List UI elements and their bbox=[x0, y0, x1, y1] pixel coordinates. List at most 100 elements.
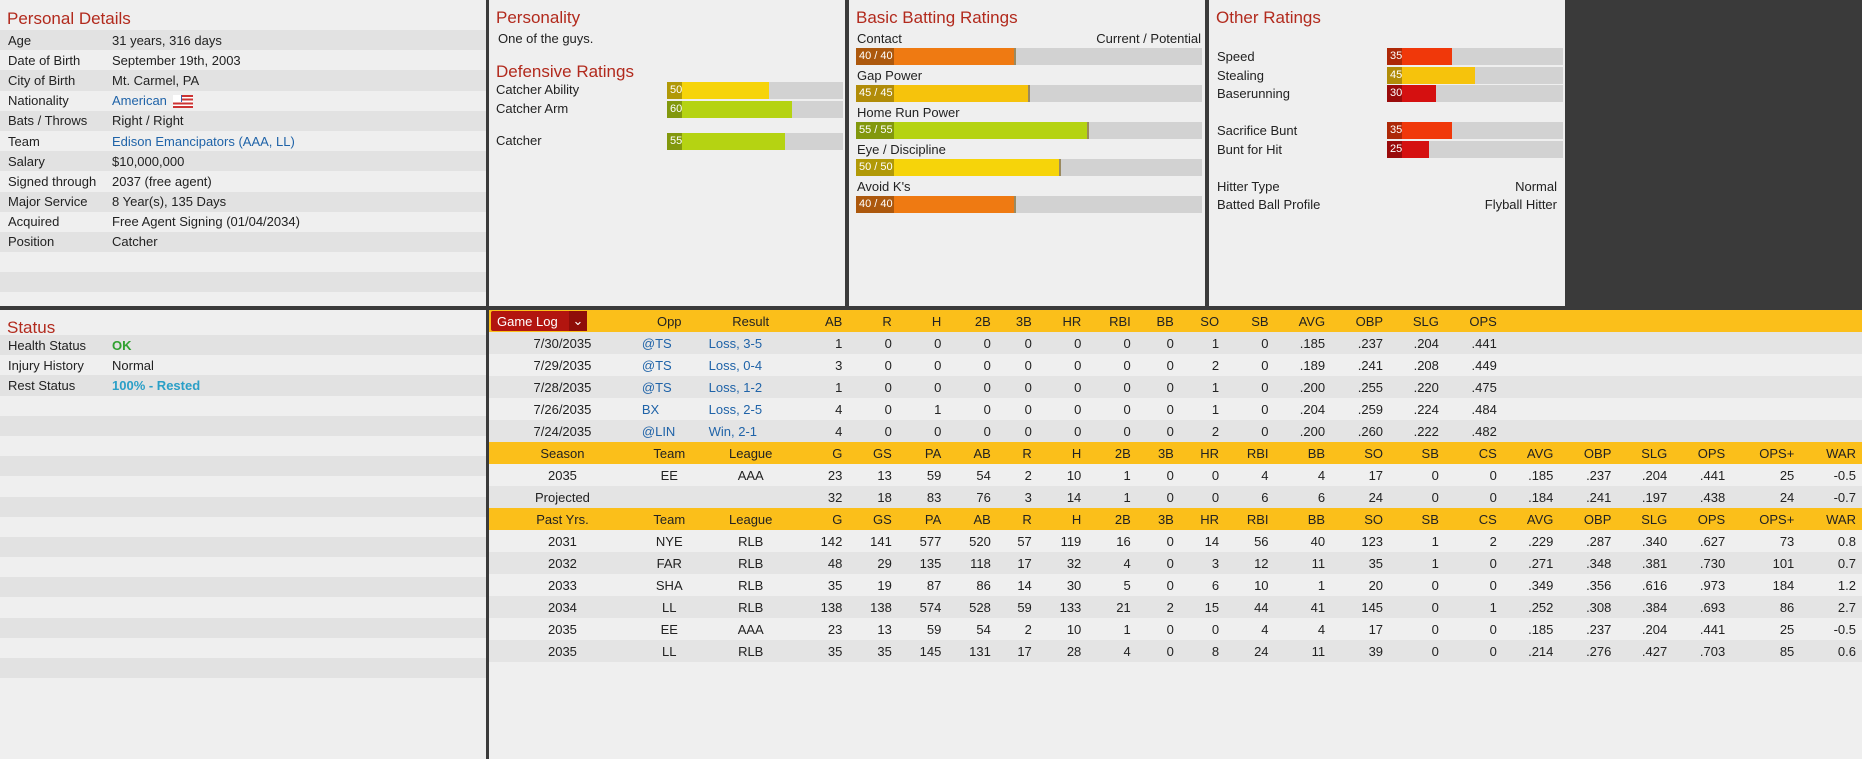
column-header-gs[interactable]: GS bbox=[848, 508, 898, 530]
stat-cell: 28 bbox=[1037, 640, 1088, 662]
column-header-ab[interactable]: AB bbox=[798, 310, 849, 332]
column-header-ab[interactable]: AB bbox=[947, 508, 997, 530]
column-header-result[interactable]: Result bbox=[702, 310, 799, 332]
result-link[interactable]: Loss, 3-5 bbox=[702, 332, 799, 354]
stat-cell: .627 bbox=[1699, 533, 1726, 549]
column-header-2b[interactable]: 2B bbox=[1087, 508, 1137, 530]
stat-cell: 11 bbox=[1274, 552, 1332, 574]
column-header-gs[interactable]: GS bbox=[848, 442, 898, 464]
column-header-rbi[interactable]: RBI bbox=[1225, 442, 1275, 464]
column-header-pa[interactable]: PA bbox=[897, 508, 948, 530]
column-header-2b[interactable]: 2B bbox=[1087, 442, 1137, 464]
column-header-so[interactable]: SO bbox=[1331, 442, 1390, 464]
game-log-dropdown[interactable]: Game Log ⌄ bbox=[491, 311, 587, 331]
column-header-league[interactable]: League bbox=[702, 442, 799, 464]
column-header-g[interactable]: G bbox=[798, 442, 849, 464]
stat-cell: 4 bbox=[1317, 621, 1326, 637]
empty-row bbox=[0, 638, 486, 658]
detail-value[interactable]: Edison Emancipators (AAA, LL) bbox=[112, 133, 295, 149]
stat-cell: 86 bbox=[976, 577, 991, 593]
detail-label: City of Birth bbox=[8, 72, 76, 88]
stat-cell: 131 bbox=[947, 640, 997, 662]
game-log-row: 7/26/2035 BX Loss, 2-5 4 0 1 0 0 0 0 0 1 0 .204 .259 .2… bbox=[489, 398, 1862, 420]
result-link[interactable]: Loss, 1-2 bbox=[702, 376, 799, 398]
column-header-league[interactable]: League bbox=[702, 508, 799, 530]
column-header-pa[interactable]: PA bbox=[897, 442, 948, 464]
column-header-bb[interactable]: BB bbox=[1274, 442, 1332, 464]
column-header-2b[interactable]: 2B bbox=[947, 310, 997, 332]
column-header-sb[interactable]: SB bbox=[1389, 442, 1445, 464]
column-header-3b[interactable]: 3B bbox=[1136, 442, 1180, 464]
column-header-so[interactable]: SO bbox=[1331, 508, 1390, 530]
column-header-so[interactable]: SO bbox=[1179, 310, 1226, 332]
stat-cell: 0.6 bbox=[1800, 640, 1862, 662]
column-header-bb[interactable]: BB bbox=[1136, 310, 1180, 332]
column-header-ops[interactable]: OPS bbox=[1673, 508, 1732, 530]
column-header-slg[interactable]: SLG bbox=[1617, 442, 1674, 464]
result-link[interactable]: Win, 2-1 bbox=[702, 420, 799, 442]
column-header-sb[interactable]: SB bbox=[1225, 310, 1275, 332]
bar-fill bbox=[1387, 85, 1437, 102]
opponent-link[interactable]: @TS bbox=[635, 332, 703, 354]
stat-cell: 123 bbox=[1361, 533, 1384, 549]
column-header-war[interactable]: WAR bbox=[1800, 508, 1862, 530]
column-header-rbi[interactable]: RBI bbox=[1087, 310, 1137, 332]
column-header-season[interactable]: Season bbox=[489, 442, 636, 464]
stat-cell: 0 bbox=[848, 376, 898, 398]
opponent-link[interactable]: @TS bbox=[641, 357, 672, 373]
column-header-ops[interactable]: OPS bbox=[1673, 442, 1732, 464]
column-header-h[interactable]: H bbox=[1037, 508, 1088, 530]
detail-value[interactable]: American bbox=[112, 93, 167, 109]
column-header-team[interactable]: Team bbox=[635, 508, 703, 530]
column-header-team[interactable]: Team bbox=[635, 442, 703, 464]
stat-cell: 23 bbox=[827, 621, 843, 637]
stat-cell: 17 bbox=[996, 640, 1038, 662]
column-header-war[interactable]: WAR bbox=[1800, 442, 1862, 464]
column-header-obp[interactable]: OBP bbox=[1331, 310, 1390, 332]
column-header-rbi[interactable]: RBI bbox=[1225, 508, 1275, 530]
column-header-obp[interactable]: OBP bbox=[1559, 442, 1618, 464]
detail-label: Position bbox=[8, 234, 55, 250]
column-header-sb[interactable]: SB bbox=[1389, 508, 1445, 530]
column-header-r[interactable]: R bbox=[996, 508, 1038, 530]
column-header-slg[interactable]: SLG bbox=[1617, 508, 1674, 530]
column-header-cs[interactable]: CS bbox=[1444, 442, 1503, 464]
column-header-r[interactable]: R bbox=[848, 310, 898, 332]
stat-cell: 1 bbox=[1123, 621, 1131, 637]
column-header-h[interactable]: H bbox=[897, 310, 948, 332]
opponent-link[interactable]: @LIN bbox=[635, 420, 703, 442]
stat-cell: 1 bbox=[1179, 332, 1226, 354]
column-header-hr[interactable]: HR bbox=[1037, 310, 1088, 332]
stat-cell: 25 bbox=[1779, 467, 1795, 483]
column-header-ops[interactable]: OPS+ bbox=[1731, 508, 1801, 530]
cell-spacer bbox=[1731, 376, 1801, 398]
column-header-bb[interactable]: BB bbox=[1274, 508, 1332, 530]
column-header-past-yrs[interactable]: Past Yrs. bbox=[489, 508, 636, 530]
column-header-hr[interactable]: HR bbox=[1179, 442, 1226, 464]
stat-cell: 85 bbox=[1731, 640, 1801, 662]
stat-cell: 3 bbox=[996, 486, 1038, 508]
column-header-h[interactable]: H bbox=[1037, 442, 1088, 464]
column-header-hr[interactable]: HR bbox=[1179, 508, 1226, 530]
stat-cell: .449 bbox=[1471, 357, 1497, 373]
column-header-avg[interactable]: AVG bbox=[1274, 310, 1332, 332]
column-header-ab[interactable]: AB bbox=[947, 442, 997, 464]
column-header-g[interactable]: G bbox=[798, 508, 849, 530]
opponent-link[interactable]: @TS bbox=[635, 376, 703, 398]
column-header-slg[interactable]: SLG bbox=[1389, 310, 1445, 332]
stat-cell: 10 bbox=[1254, 577, 1269, 593]
opponent-link[interactable]: BX bbox=[641, 401, 660, 417]
result-link[interactable]: Loss, 0-4 bbox=[708, 357, 763, 373]
column-header-avg[interactable]: AVG bbox=[1502, 508, 1560, 530]
column-header-r[interactable]: R bbox=[996, 442, 1038, 464]
column-header-ops[interactable]: OPS bbox=[1444, 310, 1503, 332]
column-header-cs[interactable]: CS bbox=[1444, 508, 1503, 530]
column-header-ops[interactable]: OPS+ bbox=[1731, 442, 1801, 464]
column-header-avg[interactable]: AVG bbox=[1502, 442, 1560, 464]
result-link[interactable]: Loss, 2-5 bbox=[708, 401, 763, 417]
stat-cell: 0 bbox=[947, 376, 997, 398]
column-header-3b[interactable]: 3B bbox=[996, 310, 1038, 332]
column-header-opp[interactable]: Opp bbox=[635, 310, 703, 332]
column-header-3b[interactable]: 3B bbox=[1136, 508, 1180, 530]
column-header-obp[interactable]: OBP bbox=[1559, 508, 1618, 530]
